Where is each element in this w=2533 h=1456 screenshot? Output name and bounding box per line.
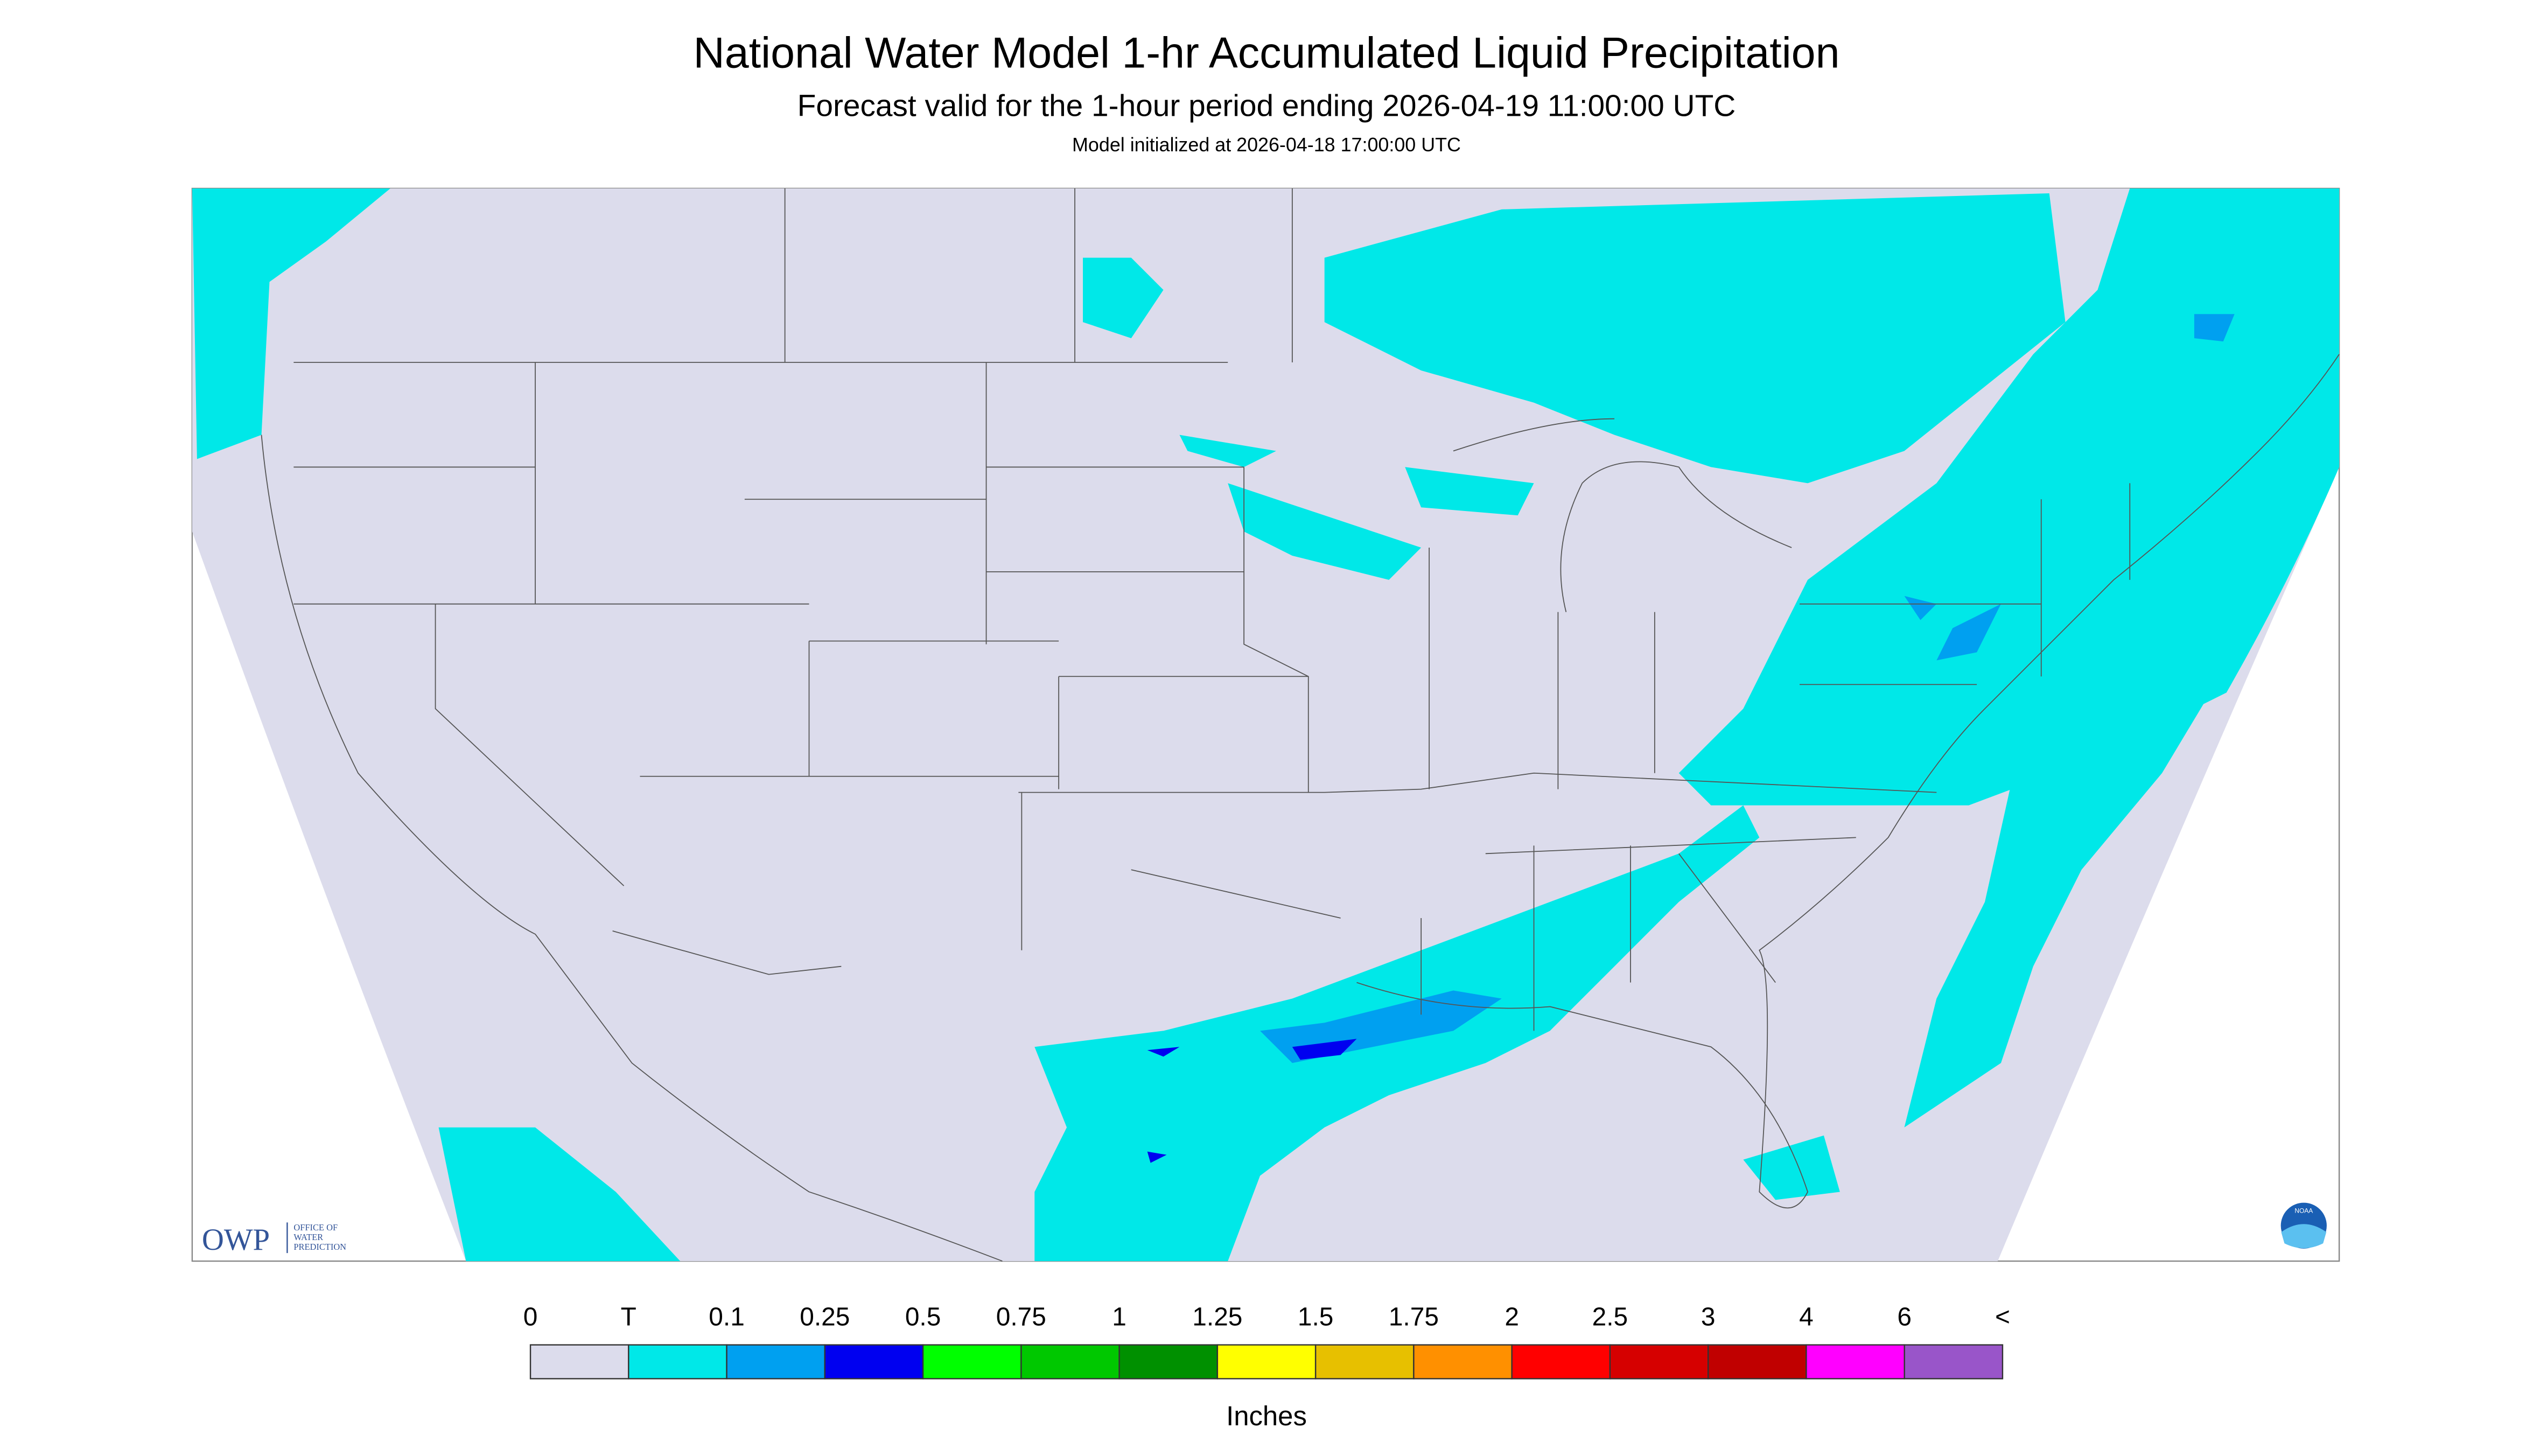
legend-swatch xyxy=(628,1344,727,1380)
legend-unit: Inches xyxy=(1226,1401,1307,1431)
legend-label: 1.5 xyxy=(1298,1303,1334,1332)
legend-label: 0.1 xyxy=(709,1303,745,1332)
legend-swatch xyxy=(1314,1344,1415,1380)
legend-swatch xyxy=(922,1344,1022,1380)
legend-label: 0.75 xyxy=(996,1303,1046,1332)
title: National Water Model 1-hr Accumulated Li… xyxy=(694,29,1840,78)
legend-swatch xyxy=(1020,1344,1120,1380)
map: OWP OFFICE OF WATER PREDICTION NOAA xyxy=(191,187,2340,1262)
owp-text: PREDICTION xyxy=(293,1242,346,1252)
legend-swatch xyxy=(1511,1344,1611,1380)
legend: 0 T 0.1 0.25 0.5 0.75 1 1.25 1.5 1.75 2 2.5 3 4 6 < xyxy=(523,1303,2010,1380)
legend-swatch xyxy=(1904,1344,2004,1380)
legend-label: 1.25 xyxy=(1192,1303,1242,1332)
owp-text: WATER xyxy=(293,1232,323,1242)
legend-label: < xyxy=(1995,1303,2010,1332)
legend-label: 1 xyxy=(1112,1303,1126,1332)
legend-label: 6 xyxy=(1897,1303,1912,1332)
owp-logo: OWP xyxy=(202,1223,270,1257)
legend-swatch xyxy=(1216,1344,1317,1380)
init-time: Model initialized at 2026-04-18 17:00:00… xyxy=(1072,134,1461,156)
legend-swatch xyxy=(529,1344,629,1380)
subtitle: Forecast valid for the 1-hour period end… xyxy=(797,89,1736,123)
legend-swatch xyxy=(824,1344,924,1380)
legend-label: 1.75 xyxy=(1389,1303,1439,1332)
legend-swatch xyxy=(1609,1344,1709,1380)
legend-label: 0.5 xyxy=(905,1303,941,1332)
legend-swatch xyxy=(1806,1344,1905,1380)
legend-label: 0.25 xyxy=(800,1303,850,1332)
owp-text: OFFICE OF xyxy=(293,1222,338,1233)
legend-label: 3 xyxy=(1701,1303,1716,1332)
legend-label: T xyxy=(621,1303,636,1332)
legend-swatch xyxy=(1707,1344,1807,1380)
legend-label: 2 xyxy=(1505,1303,1519,1332)
legend-swatch xyxy=(1118,1344,1219,1380)
legend-label: 0 xyxy=(523,1303,538,1332)
legend-swatch xyxy=(726,1344,826,1380)
legend-label: 2.5 xyxy=(1592,1303,1628,1332)
legend-label: 4 xyxy=(1799,1303,1814,1332)
legend-swatch xyxy=(1413,1344,1513,1380)
noaa-logo: NOAA xyxy=(2294,1207,2313,1214)
